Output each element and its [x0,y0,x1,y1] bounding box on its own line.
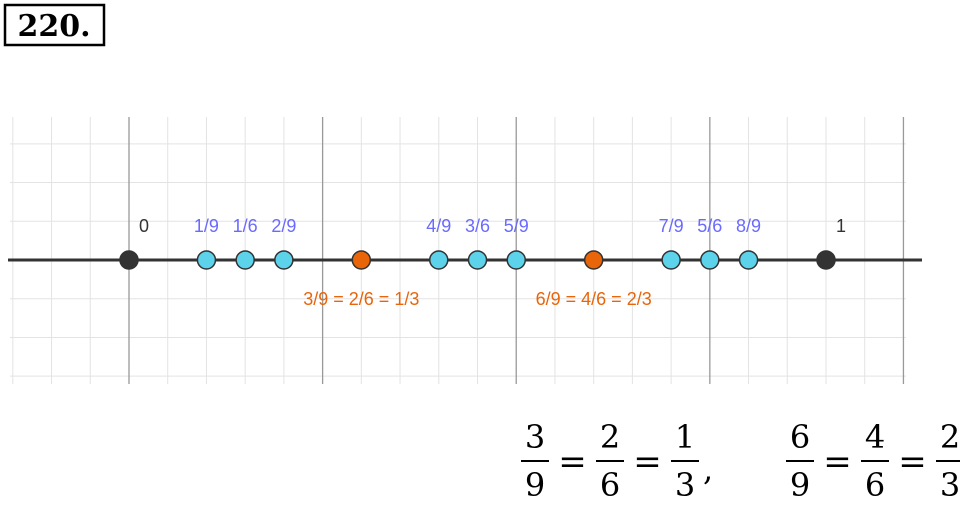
point [467,250,488,270]
point-label: 2/9 [271,216,296,236]
point-label: 5/6 [697,216,722,236]
point [274,250,294,270]
numerator: 1 [675,418,695,456]
equals-sign: = [823,442,852,482]
point-label: 5/9 [504,216,529,236]
point [506,250,527,270]
point-label: 4/9 [426,216,451,236]
point [351,250,372,270]
point [119,250,139,270]
numerator: 3 [525,418,545,456]
numerator: 4 [865,418,885,456]
exercise-number: 220. [17,9,90,44]
point-label: 1 [836,216,846,236]
denominator: 9 [525,466,545,504]
equals-sign: = [898,442,927,482]
point [661,250,681,270]
number-line: 0 1/9 1/6 2/9 3/9 = 2/6 = 1/3 4/9 3/6 5/9 6/9 = … [8,216,922,309]
equals-sign: = [633,442,662,482]
point-label: 0 [139,216,149,236]
denominator: 6 [600,466,620,504]
point [816,250,836,270]
equals-sign: = [558,442,587,482]
numerator: 6 [790,418,810,456]
point-label: 3/9 = 2/6 = 1/3 [303,289,419,309]
point-label: 1/9 [194,216,219,236]
denominator: 3 [675,466,695,504]
point [700,250,720,270]
point-label: 7/9 [659,216,684,236]
denominator: 9 [790,466,810,504]
denominator: 3 [940,466,960,504]
point [428,250,449,270]
numerator: 2 [600,418,620,456]
point-label: 1/6 [233,216,258,236]
point-label: 3/6 [465,216,490,236]
numerator: 2 [940,418,960,456]
point [738,250,759,270]
grid [10,117,906,384]
equations: 3 9 = 2 6 = 1 3, 6 9 = 4 6 = 2 3 [521,418,960,504]
point-label: 8/9 [736,216,761,236]
comma: , [703,450,713,488]
denominator: 6 [865,466,885,504]
point [583,250,604,270]
point-label: 6/9 = 4/6 = 2/3 [536,289,652,309]
title-box [3,3,106,47]
point [196,250,217,270]
point [235,250,255,270]
